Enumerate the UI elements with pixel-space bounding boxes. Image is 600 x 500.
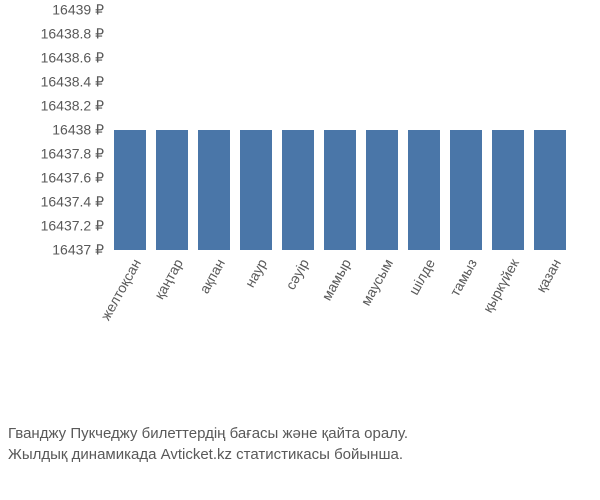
caption-line-2: Жылдық динамикада Avticket.kz статистика… bbox=[8, 444, 598, 466]
x-tick-slot: сәуір bbox=[282, 256, 314, 396]
x-tick-label: маусым bbox=[357, 256, 396, 308]
x-tick-label: сәуір bbox=[282, 256, 312, 292]
y-tick-label: 16437.2 ₽ bbox=[41, 218, 104, 235]
plot-area bbox=[108, 10, 580, 250]
x-tick-label: желтоқсан bbox=[97, 256, 144, 323]
bar bbox=[198, 130, 230, 250]
bar bbox=[282, 130, 314, 250]
y-tick-label: 16437.6 ₽ bbox=[41, 170, 104, 187]
bar bbox=[492, 130, 524, 250]
x-tick-slot: қыркүйек bbox=[492, 256, 524, 396]
x-tick-label: қазан bbox=[533, 256, 564, 295]
x-tick-label: мамыр bbox=[318, 256, 354, 303]
x-tick-label: ақпан bbox=[196, 256, 228, 296]
x-tick-label: қыркүйек bbox=[479, 256, 522, 315]
x-tick-slot: желтоқсан bbox=[114, 256, 146, 396]
chart-caption: Гванджу Пукчеджу билеттердің бағасы және… bbox=[8, 423, 598, 467]
y-axis-labels: 16437 ₽16437.2 ₽16437.4 ₽16437.6 ₽16437.… bbox=[0, 10, 104, 250]
bar bbox=[324, 130, 356, 250]
x-tick-label: наур bbox=[241, 256, 270, 290]
x-axis-labels: желтоқсанқаңтарақпаннаурсәуірмамырмаусым… bbox=[108, 256, 580, 396]
x-tick-slot: мамыр bbox=[324, 256, 356, 396]
x-tick-slot: наур bbox=[240, 256, 272, 396]
bars-container bbox=[108, 10, 580, 250]
y-tick-label: 16438.8 ₽ bbox=[41, 26, 104, 43]
y-tick-label: 16438.4 ₽ bbox=[41, 74, 104, 91]
bar-chart: 16437 ₽ 16437.2 ₽ 16437.4 ₽ 16437.6 ₽ 16437.… bbox=[0, 10, 600, 450]
y-tick-label: 16437.8 ₽ bbox=[41, 146, 104, 163]
bar bbox=[366, 130, 398, 250]
x-tick-slot: шілде bbox=[408, 256, 440, 396]
y-tick-label: 16439 ₽ bbox=[52, 2, 104, 19]
bar bbox=[534, 130, 566, 250]
y-tick-label: 16438.2 ₽ bbox=[41, 98, 104, 115]
x-tick-slot: қазан bbox=[534, 256, 566, 396]
bar bbox=[450, 130, 482, 250]
bar bbox=[240, 130, 272, 250]
x-tick-slot: тамыз bbox=[450, 256, 482, 396]
x-tick-label: тамыз bbox=[447, 256, 480, 299]
bar bbox=[408, 130, 440, 250]
bar bbox=[114, 130, 146, 250]
y-tick-label: 16438.6 ₽ bbox=[41, 50, 104, 67]
y-tick-label: 16437.4 ₽ bbox=[41, 194, 104, 211]
x-tick-slot: ақпан bbox=[198, 256, 230, 396]
bar bbox=[156, 130, 188, 250]
y-tick-label: 16437 ₽ bbox=[52, 242, 104, 259]
x-tick-label: шілде bbox=[405, 256, 438, 297]
x-tick-slot: маусым bbox=[366, 256, 398, 396]
x-tick-slot: қаңтар bbox=[156, 256, 188, 396]
x-tick-label: қаңтар bbox=[151, 256, 186, 302]
caption-line-1: Гванджу Пукчеджу билеттердің бағасы және… bbox=[8, 423, 598, 445]
y-tick-label: 16438 ₽ bbox=[52, 122, 104, 139]
